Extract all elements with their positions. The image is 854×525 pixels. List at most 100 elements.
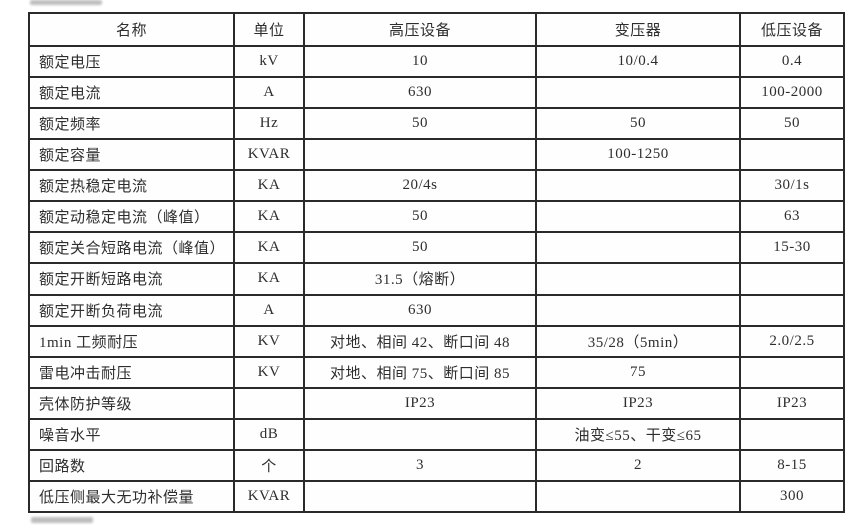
cell-name: 1min 工频耐压 xyxy=(28,324,235,358)
cell-transformer: 75 xyxy=(535,355,741,389)
table-row: 回路数个 3 2 8-15 xyxy=(28,448,845,482)
cell-unit xyxy=(233,386,305,420)
table-row: 壳体防护等级 IP23 IP23 IP23 xyxy=(28,386,845,420)
cell-lv: 2.0/2.5 xyxy=(739,324,845,358)
cell-transformer: 50 xyxy=(535,107,741,141)
table-row: 额定关合短路电流（峰值） KA 50 15-30 xyxy=(28,231,845,265)
cell-lv: 8-15 xyxy=(739,448,845,482)
cell-lv xyxy=(739,138,845,172)
table-row: 雷电冲击耐压 KV 对地、相间 75、断口间 85 75 xyxy=(28,355,845,389)
cell-unit: dB xyxy=(233,417,305,451)
cell-transformer xyxy=(535,262,741,296)
table-row: 额定动稳定电流（峰值） KA 50 63 xyxy=(28,200,845,234)
cell-lv xyxy=(739,355,845,389)
cell-transformer xyxy=(535,231,741,265)
cell-transformer: 2 xyxy=(535,448,741,482)
cell-unit: KVAR xyxy=(233,138,305,172)
table-row: 额定开断短路电流 KA 31.5（熔断） xyxy=(28,262,845,296)
header-row: 名称 单位 高压设备 变压器 低压设备 xyxy=(28,12,845,47)
table-header: 名称 单位 高压设备 变压器 低压设备 xyxy=(28,12,845,47)
cell-lv: 0.4 xyxy=(739,44,845,79)
column-header-hv: 高压设备 xyxy=(303,12,537,47)
cell-unit: 个 xyxy=(233,448,305,482)
cell-lv xyxy=(739,293,845,327)
cell-hv: 630 xyxy=(303,76,537,110)
cell-transformer: 35/28（5min） xyxy=(535,324,741,358)
cell-unit: KA xyxy=(233,169,305,203)
cell-name: 额定容量 xyxy=(28,138,235,172)
cell-name: 额定热稳定电流 xyxy=(28,169,235,203)
table-row: 额定电压 kV 10 10/0.4 0.4 xyxy=(28,44,845,79)
cell-name: 额定动稳定电流（峰值） xyxy=(28,200,235,234)
cell-lv xyxy=(739,417,845,451)
cell-hv: 50 xyxy=(303,231,537,265)
column-header-unit: 单位 xyxy=(233,12,305,47)
cell-transformer xyxy=(535,293,741,327)
spec-table-container: 名称 单位 高压设备 变压器 低压设备 额定电压 kV 10 10/0.4 0.4 额定电流 A 63… xyxy=(28,12,845,514)
scan-artifact-bottom xyxy=(31,517,93,523)
spec-table: 名称 单位 高压设备 变压器 低压设备 额定电压 kV 10 10/0.4 0.4 额定电流 A 63… xyxy=(28,12,845,514)
column-header-lv: 低压设备 xyxy=(739,12,845,47)
cell-transformer xyxy=(535,200,741,234)
cell-name: 额定关合短路电流（峰值） xyxy=(28,231,235,265)
cell-unit: Hz xyxy=(233,107,305,141)
cell-unit: KV xyxy=(233,355,305,389)
cell-hv: 对地、相间 42、断口间 48 xyxy=(303,324,537,358)
table-row: 额定开断负荷电流 A 630 xyxy=(28,293,845,327)
cell-lv: 63 xyxy=(739,200,845,234)
cell-lv: 15-30 xyxy=(739,231,845,265)
cell-unit: KVAR xyxy=(233,479,305,514)
cell-lv: 50 xyxy=(739,107,845,141)
column-header-transformer: 变压器 xyxy=(535,12,741,47)
cell-name: 壳体防护等级 xyxy=(28,386,235,420)
cell-name: 额定电压 xyxy=(28,44,235,79)
cell-hv: 630 xyxy=(303,293,537,327)
cell-name: 额定开断负荷电流 xyxy=(28,293,235,327)
cell-transformer: 油变≤55、干变≤65 xyxy=(535,417,741,451)
scan-artifact-top xyxy=(30,0,102,5)
cell-hv xyxy=(303,417,537,451)
cell-hv xyxy=(303,479,537,514)
cell-name: 额定频率 xyxy=(28,107,235,141)
table-row: 额定电流 A 630 100-2000 xyxy=(28,76,845,110)
table-row: 额定频率 Hz 50 50 50 xyxy=(28,107,845,141)
cell-unit: kV xyxy=(233,44,305,79)
cell-transformer: 100-1250 xyxy=(535,138,741,172)
cell-unit: KA xyxy=(233,262,305,296)
cell-name: 回路数 xyxy=(28,448,235,482)
cell-unit: KV xyxy=(233,324,305,358)
table-row: 额定容量 KVAR 100-1250 xyxy=(28,138,845,172)
column-header-name: 名称 xyxy=(28,12,235,47)
cell-hv: 50 xyxy=(303,200,537,234)
cell-hv: 10 xyxy=(303,44,537,79)
table-body: 额定电压 kV 10 10/0.4 0.4 额定电流 A 630 100-2000 额定频率 Hz 5… xyxy=(28,44,845,514)
cell-name: 额定开断短路电流 xyxy=(28,262,235,296)
cell-transformer xyxy=(535,479,741,514)
cell-hv: 3 xyxy=(303,448,537,482)
cell-name: 低压侧最大无功补偿量 xyxy=(28,479,235,514)
cell-lv: IP23 xyxy=(739,386,845,420)
cell-hv: IP23 xyxy=(303,386,537,420)
cell-lv xyxy=(739,262,845,296)
table-row: 额定热稳定电流 KA 20/4s 30/1s xyxy=(28,169,845,203)
cell-hv xyxy=(303,138,537,172)
cell-unit: A xyxy=(233,76,305,110)
cell-lv: 30/1s xyxy=(739,169,845,203)
cell-name: 额定电流 xyxy=(28,76,235,110)
cell-hv: 50 xyxy=(303,107,537,141)
cell-unit: KA xyxy=(233,200,305,234)
cell-transformer: IP23 xyxy=(535,386,741,420)
cell-lv: 100-2000 xyxy=(739,76,845,110)
cell-name: 雷电冲击耐压 xyxy=(28,355,235,389)
cell-lv: 300 xyxy=(739,479,845,514)
cell-name: 噪音水平 xyxy=(28,417,235,451)
cell-transformer xyxy=(535,76,741,110)
cell-transformer xyxy=(535,169,741,203)
table-row: 低压侧最大无功补偿量 KVAR 300 xyxy=(28,479,845,514)
table-row: 1min 工频耐压 KV 对地、相间 42、断口间 48 35/28（5min） 2.0… xyxy=(28,324,845,358)
cell-unit: A xyxy=(233,293,305,327)
cell-hv: 31.5（熔断） xyxy=(303,262,537,296)
cell-transformer: 10/0.4 xyxy=(535,44,741,79)
cell-unit: KA xyxy=(233,231,305,265)
cell-hv: 对地、相间 75、断口间 85 xyxy=(303,355,537,389)
